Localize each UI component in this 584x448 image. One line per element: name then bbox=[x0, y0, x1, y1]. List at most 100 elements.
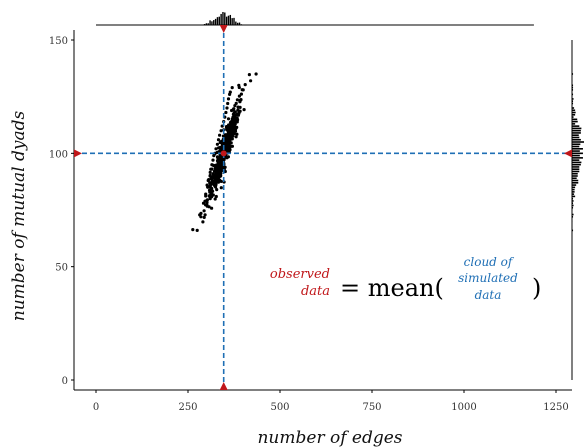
scatter-point bbox=[237, 83, 241, 87]
scatter-point bbox=[208, 181, 212, 185]
scatter-point bbox=[218, 162, 222, 166]
right-hist-bar bbox=[572, 134, 579, 136]
right-hist-bar bbox=[572, 163, 581, 166]
right-observed-marker bbox=[564, 149, 572, 158]
scatter-point bbox=[237, 94, 241, 98]
scatter-point bbox=[254, 72, 258, 76]
scatter-point bbox=[214, 194, 218, 199]
x-axis-title: number of edges bbox=[257, 428, 402, 448]
right-hist-bar bbox=[572, 125, 580, 127]
top-hist-bar bbox=[203, 24, 206, 25]
right-hist-bar bbox=[572, 200, 574, 202]
scatter-point bbox=[216, 171, 220, 175]
scatter-point bbox=[208, 170, 212, 174]
scatter-point bbox=[207, 194, 211, 198]
scatter-point bbox=[227, 130, 231, 134]
right-hist-bar bbox=[572, 145, 580, 148]
equation-mean: = mean( bbox=[340, 274, 444, 302]
scatter-point bbox=[232, 128, 236, 132]
scatter-point bbox=[229, 141, 233, 145]
scatter-point bbox=[211, 172, 215, 176]
y-tick-label: 150 bbox=[49, 36, 68, 47]
cloud-label-line2: simulated bbox=[458, 271, 518, 285]
scatter-point bbox=[228, 148, 232, 152]
right-hist-bar bbox=[572, 102, 574, 105]
scatter-point bbox=[208, 190, 212, 194]
top-hist-bar bbox=[205, 23, 208, 25]
right-hist-bar bbox=[572, 182, 579, 184]
scatter-point bbox=[242, 108, 246, 112]
right-hist-bar bbox=[572, 197, 574, 200]
right-hist-bar bbox=[572, 109, 576, 112]
y-tick-label: 0 bbox=[62, 376, 68, 387]
observed-guides bbox=[74, 25, 572, 390]
right-hist-bar bbox=[572, 179, 579, 182]
scatter-point bbox=[221, 165, 225, 169]
right-hist-bar bbox=[572, 84, 574, 87]
right-hist-bar bbox=[572, 138, 581, 141]
right-hist-bar bbox=[572, 107, 575, 109]
right-hist-bar bbox=[572, 177, 577, 180]
right-hist-bar bbox=[572, 220, 573, 223]
top-hist-bar bbox=[225, 16, 228, 25]
right-hist-bar bbox=[572, 188, 575, 191]
scatter-point bbox=[230, 86, 234, 90]
cloud-label-line3: data bbox=[475, 288, 502, 302]
scatter-point bbox=[214, 167, 218, 171]
observed-point bbox=[220, 150, 227, 157]
bottom-observed-marker bbox=[219, 382, 228, 390]
right-hist-bar bbox=[572, 166, 580, 168]
scatter-point bbox=[210, 186, 214, 191]
top-hist-bar bbox=[238, 22, 241, 25]
scatter-point bbox=[211, 189, 215, 193]
scatter-point bbox=[235, 132, 239, 136]
right-hist-bar bbox=[572, 161, 582, 164]
scatter-point bbox=[235, 98, 239, 102]
right-hist-bar bbox=[572, 114, 576, 116]
scatter-point bbox=[217, 175, 221, 179]
scatter-point bbox=[218, 168, 222, 172]
scatter-point bbox=[210, 176, 214, 180]
y-tick-label: 50 bbox=[55, 263, 68, 274]
top-marginal-histogram bbox=[96, 12, 534, 26]
scatter-point bbox=[227, 132, 231, 137]
x-tick-labels: 0 250 500 750 1000 1250 bbox=[93, 390, 569, 413]
scatter-point bbox=[227, 136, 231, 140]
right-hist-bar bbox=[572, 98, 574, 100]
right-hist-bar bbox=[572, 104, 573, 107]
top-hist-bar bbox=[220, 13, 222, 25]
scatter-point bbox=[225, 143, 230, 147]
scatter-point bbox=[219, 129, 223, 133]
right-hist-bar bbox=[572, 116, 574, 118]
scatter-point bbox=[211, 158, 215, 162]
scatter-point bbox=[207, 205, 211, 209]
scatter-point bbox=[209, 167, 213, 171]
scatter-point bbox=[224, 110, 228, 115]
right-hist-bar bbox=[572, 150, 580, 152]
right-hist-bar bbox=[572, 127, 582, 130]
right-hist-bar bbox=[572, 206, 574, 209]
top-hist-bar bbox=[227, 15, 230, 25]
right-hist-bar bbox=[572, 154, 580, 157]
scatter-point bbox=[225, 126, 229, 130]
right-hist-bar bbox=[572, 111, 576, 114]
left-observed-marker bbox=[74, 149, 82, 158]
scatter-point bbox=[191, 228, 195, 232]
scatter-point bbox=[208, 184, 212, 188]
scatter-point bbox=[218, 133, 222, 137]
scatter-point bbox=[214, 179, 218, 183]
right-hist-bar bbox=[572, 80, 573, 82]
scatter-point bbox=[238, 100, 242, 104]
right-hist-bar bbox=[572, 73, 574, 75]
scatter-point bbox=[235, 125, 239, 129]
right-hist-bar bbox=[572, 89, 574, 91]
right-hist-bar bbox=[572, 175, 578, 177]
right-hist-bar bbox=[572, 186, 576, 189]
scatter-point bbox=[230, 108, 234, 113]
scatter-point bbox=[204, 192, 208, 196]
right-hist-bar bbox=[572, 202, 574, 204]
scatter-point bbox=[213, 197, 217, 201]
right-hist-bar bbox=[572, 216, 574, 218]
top-hist-bar bbox=[233, 17, 235, 25]
